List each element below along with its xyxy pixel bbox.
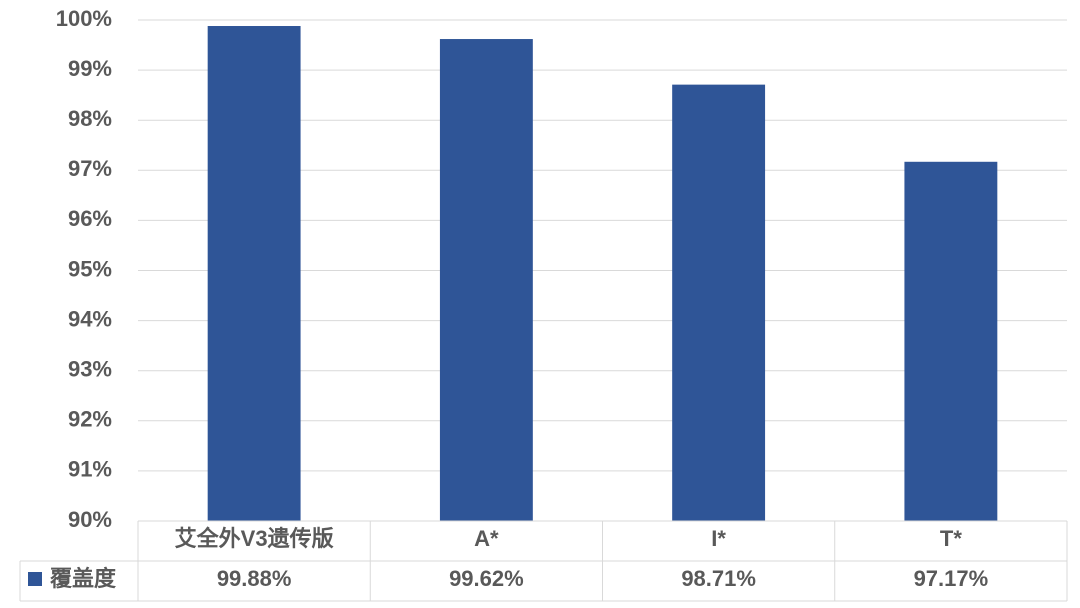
data-label: 97.17% bbox=[914, 566, 989, 591]
x-tick-label: A* bbox=[474, 526, 499, 551]
bar bbox=[439, 39, 533, 522]
y-tick-label: 91% bbox=[68, 457, 112, 482]
y-tick-label: 95% bbox=[68, 256, 112, 281]
x-tick-label: T* bbox=[940, 526, 962, 551]
legend-label: 覆盖度 bbox=[49, 566, 117, 591]
y-tick-label: 92% bbox=[68, 407, 112, 432]
bar bbox=[207, 26, 301, 522]
y-tick-label: 90% bbox=[68, 507, 112, 532]
data-label: 98.71% bbox=[681, 566, 756, 591]
y-tick-label: 93% bbox=[68, 357, 112, 382]
x-tick-label: I* bbox=[711, 526, 726, 551]
y-tick-label: 99% bbox=[68, 56, 112, 81]
bar bbox=[904, 161, 998, 521]
y-tick-label: 96% bbox=[68, 206, 112, 231]
y-tick-label: 94% bbox=[68, 306, 112, 331]
y-tick-label: 98% bbox=[68, 106, 112, 131]
legend-marker bbox=[28, 572, 42, 586]
x-tick-label: 艾全外V3遗传版 bbox=[175, 526, 334, 551]
bar bbox=[672, 84, 766, 521]
y-tick-label: 97% bbox=[68, 156, 112, 181]
data-label: 99.88% bbox=[217, 566, 292, 591]
data-label: 99.62% bbox=[449, 566, 524, 591]
y-tick-label: 100% bbox=[56, 6, 112, 31]
